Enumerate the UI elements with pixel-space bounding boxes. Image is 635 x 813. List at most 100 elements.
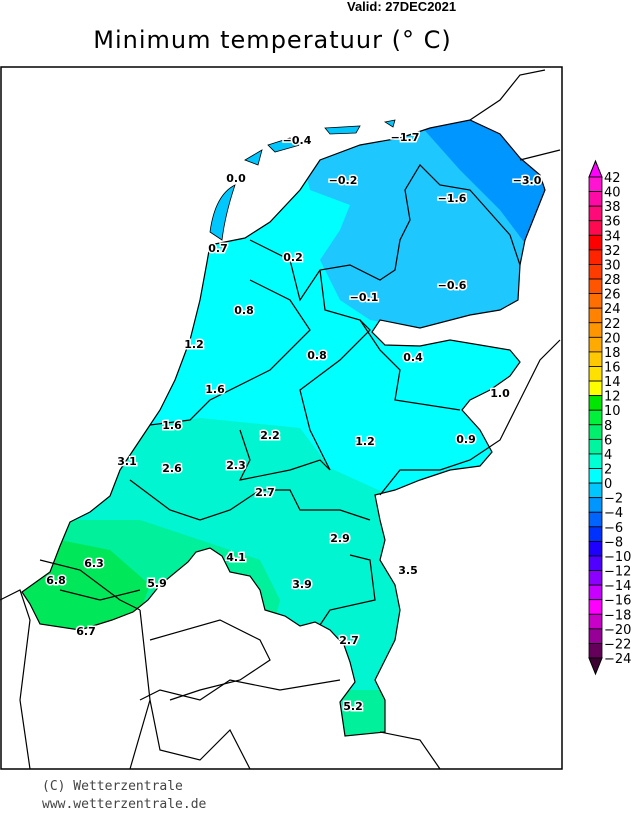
- legend-swatch: [588, 497, 603, 513]
- legend-swatch: [588, 468, 603, 484]
- legend-label: 4: [604, 448, 612, 463]
- legend-swatch: [588, 264, 603, 280]
- legend-label: 32: [604, 244, 621, 259]
- legend-label: 40: [604, 186, 621, 201]
- legend-label: 26: [604, 288, 621, 303]
- station-value: 0.9: [456, 433, 476, 446]
- legend-swatch: [588, 643, 603, 659]
- legend-label: 34: [604, 229, 621, 244]
- legend-swatch: [588, 278, 603, 295]
- legend-label: 24: [604, 302, 621, 317]
- legend-label: 38: [604, 200, 621, 215]
- legend-label: −20: [604, 623, 631, 638]
- legend-label: −4: [604, 506, 623, 521]
- station-value: 3.1: [117, 455, 137, 468]
- valid-date: Valid: 27DEC2021: [347, 0, 457, 14]
- legend-swatch: [588, 351, 603, 367]
- station-value: −0.4: [283, 134, 312, 147]
- station-value: 5.9: [147, 577, 167, 590]
- legend-label: 22: [604, 317, 621, 332]
- legend-swatch: [588, 482, 603, 499]
- legend-label: 16: [604, 360, 621, 375]
- station-value: 0.2: [283, 251, 303, 264]
- chart-title: Minimum temperatuur (° C): [93, 26, 452, 54]
- legend-swatch: [588, 453, 603, 469]
- legend-swatch: [588, 570, 603, 586]
- station-value: 1.2: [355, 435, 375, 448]
- station-value: 4.1: [226, 551, 246, 564]
- legend-swatch: [588, 307, 603, 324]
- station-value: 0.7: [208, 242, 228, 255]
- station-value: 1.6: [205, 383, 225, 396]
- legend-swatch: [588, 322, 603, 338]
- legend-swatch: [588, 511, 603, 528]
- legend-swatch: [588, 395, 603, 411]
- station-value: −0.2: [329, 174, 358, 187]
- station-value: 0.0: [226, 172, 246, 185]
- station-value: −0.1: [350, 291, 379, 304]
- station-value: 6.3: [84, 557, 104, 570]
- legend-swatch: [588, 220, 603, 236]
- station-value: 0.8: [234, 304, 254, 317]
- legend-swatch: [588, 526, 603, 542]
- legend-label: −10: [604, 550, 631, 565]
- legend-label: −2: [604, 492, 623, 507]
- copyright-text: (C) Wetterzentrale: [42, 779, 183, 794]
- station-value: 0.8: [307, 349, 327, 362]
- legend-swatch: [588, 205, 603, 222]
- station-value: 2.9: [330, 532, 350, 545]
- wadden-islands: [209, 119, 396, 241]
- legend-label: −8: [604, 535, 623, 550]
- station-value: −3.0: [513, 174, 542, 187]
- legend-label: −6: [604, 521, 623, 536]
- legend-swatch: [588, 438, 603, 455]
- borders: [0, 69, 561, 770]
- legend-label: 36: [604, 215, 621, 230]
- station-value: 1.6: [162, 419, 182, 432]
- legend-swatch: [588, 176, 603, 192]
- website-link[interactable]: www.wetterzentrale.de: [42, 797, 207, 812]
- station-value: −0.6: [438, 279, 467, 292]
- station-value: 1.2: [184, 338, 204, 351]
- legend-label: −14: [604, 579, 631, 594]
- legend-label: 14: [604, 375, 621, 390]
- station-value: 3.9: [292, 578, 312, 591]
- station-value: 2.3: [226, 459, 246, 472]
- legend-label: 28: [604, 273, 621, 288]
- station-value: 2.7: [339, 634, 359, 647]
- legend-arrow-bottom: [588, 657, 603, 676]
- legend-swatch: [588, 613, 603, 630]
- legend-swatch: [588, 249, 603, 265]
- legend-swatch: [588, 424, 603, 440]
- legend-label: 6: [604, 433, 612, 448]
- station-value: 3.5: [398, 564, 418, 577]
- legend-label: 18: [604, 346, 621, 361]
- legend-label: 0: [604, 477, 612, 492]
- legend-swatch: [588, 599, 603, 615]
- station-value: 6.8: [46, 574, 66, 587]
- legend-swatch: [588, 380, 603, 397]
- station-value: 2.7: [255, 486, 275, 499]
- legend-label: −12: [604, 565, 631, 580]
- legend-swatch: [588, 628, 603, 644]
- legend-label: −16: [604, 594, 631, 609]
- station-value: 5.2: [343, 700, 363, 713]
- station-labels: −0.4 −1.7 0.0 −0.2 −1.6 −3.0 0.7 0.2 −0.1 −0.6 0.8…: [45, 130, 543, 715]
- legend-swatch: [588, 409, 603, 426]
- legend-label: 30: [604, 258, 621, 273]
- legend-label: −24: [604, 652, 631, 667]
- legend-swatch: [588, 555, 603, 571]
- station-value: 2.6: [162, 462, 182, 475]
- legend-label: −22: [604, 637, 631, 652]
- legend-swatch: [588, 234, 603, 251]
- legend-swatch: [588, 584, 603, 601]
- station-value: 1.0: [490, 387, 510, 400]
- legend-label: 42: [604, 171, 621, 186]
- legend-swatch: [588, 540, 603, 557]
- station-value: −1.7: [391, 131, 420, 144]
- legend-swatch: [588, 366, 603, 382]
- station-value: 0.4: [403, 351, 423, 364]
- legend-label: −18: [604, 608, 631, 623]
- station-value: 2.2: [260, 429, 280, 442]
